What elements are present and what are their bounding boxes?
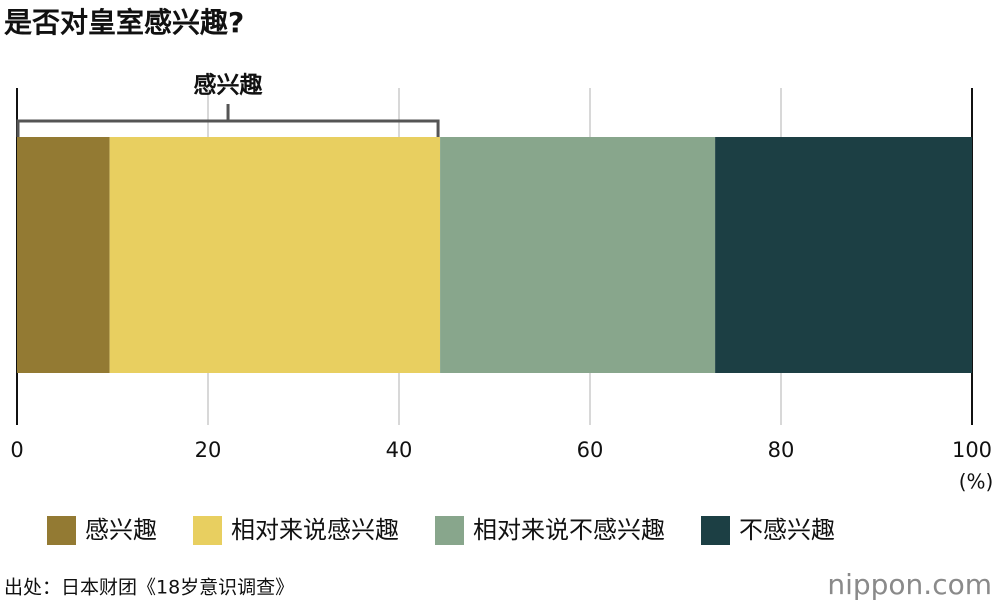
legend-swatch: [193, 516, 222, 545]
bracket: [16, 104, 440, 137]
x-tick-label: 20: [195, 438, 222, 462]
source: 出处：日本财团《18岁意识调查》: [4, 577, 294, 599]
logo: nippon.com: [827, 568, 992, 601]
chart-title: 是否对皇室感兴趣?: [4, 6, 244, 39]
bar-segment: [17, 137, 110, 373]
legend-label: 相对来说不感兴趣: [473, 516, 665, 544]
legend-label: 相对来说感兴趣: [231, 516, 399, 544]
legend-swatch: [435, 516, 464, 545]
legend-swatch: [701, 516, 730, 545]
x-axis-unit: (%): [959, 470, 994, 494]
bar-segment: [715, 137, 972, 373]
legend-label: 感兴趣: [85, 516, 157, 544]
x-tick-label: 40: [386, 438, 413, 462]
legend-label: 不感兴趣: [739, 516, 835, 544]
bar-segment: [440, 137, 716, 373]
x-tick-label: 0: [10, 438, 23, 462]
legend-swatch: [47, 516, 76, 545]
x-tick-label: 80: [768, 438, 795, 462]
x-tick-label: 100: [952, 438, 992, 462]
annotation: 感兴趣: [194, 72, 264, 99]
x-tick-label: 60: [577, 438, 604, 462]
bar-segment: [109, 137, 441, 373]
